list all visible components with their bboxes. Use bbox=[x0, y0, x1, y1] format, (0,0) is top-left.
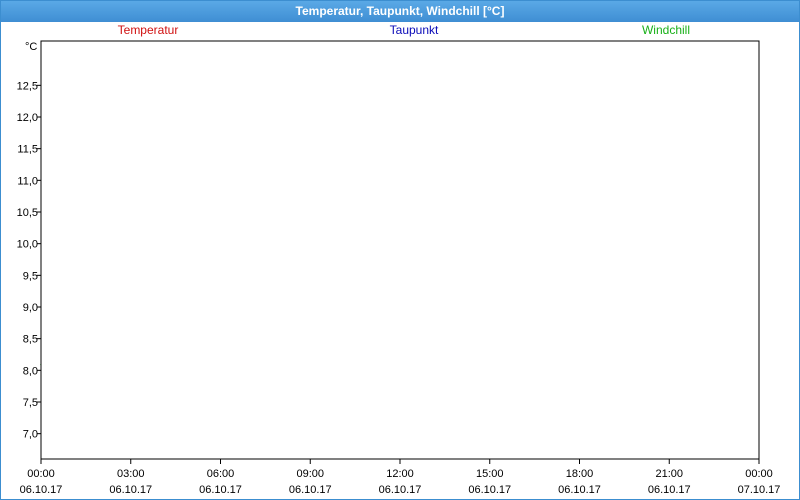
chart-axes bbox=[37, 40, 760, 464]
x-tick-date: 06.10.17 bbox=[199, 484, 242, 496]
legend-windchill: Windchill bbox=[642, 23, 690, 37]
chart-labels: 7,0 7,5 8,0 8,5 9,0 9,5 10,0 10,5 11,0 11,5 12,0 12… bbox=[17, 23, 781, 496]
y-tick-label: 7,0 bbox=[23, 429, 38, 441]
x-tick-time: 18:00 bbox=[566, 468, 594, 480]
y-tick-label: 9,0 bbox=[23, 302, 38, 314]
plot-frame bbox=[40, 40, 760, 460]
x-tick-time: 09:00 bbox=[296, 468, 324, 480]
x-tick-time: 06:00 bbox=[207, 468, 235, 480]
window-title: Temperatur, Taupunkt, Windchill [°C] bbox=[1, 1, 799, 22]
x-tick-time: 15:00 bbox=[476, 468, 504, 480]
x-tick-time: 21:00 bbox=[655, 468, 683, 480]
x-tick-date: 06.10.17 bbox=[648, 484, 691, 496]
y-tick-label: 7,5 bbox=[23, 397, 38, 409]
chart: 7,0 7,5 8,0 8,5 9,0 9,5 10,0 10,5 11,0 11,5 12,0 12… bbox=[17, 23, 781, 496]
x-tick-time: 00:00 bbox=[745, 468, 773, 480]
y-tick-label: 8,0 bbox=[23, 365, 38, 377]
x-tick-date: 07.10.17 bbox=[738, 484, 781, 496]
legend-temperatur: Temperatur bbox=[118, 23, 179, 37]
y-tick-label: 10,0 bbox=[17, 239, 38, 251]
legend-taupunkt: Taupunkt bbox=[390, 23, 439, 37]
x-tick-date: 06.10.17 bbox=[379, 484, 422, 496]
y-tick-label: 9,5 bbox=[23, 270, 38, 282]
y-tick-label: 10,5 bbox=[17, 207, 38, 219]
x-tick-date: 06.10.17 bbox=[20, 484, 63, 496]
x-tick-date: 06.10.17 bbox=[558, 484, 601, 496]
x-tick-time: 00:00 bbox=[27, 468, 55, 480]
y-tick-label: 11,5 bbox=[17, 144, 38, 156]
x-tick-date: 06.10.17 bbox=[109, 484, 152, 496]
x-tick-time: 03:00 bbox=[117, 468, 145, 480]
y-tick-label: 12,0 bbox=[17, 112, 38, 124]
x-tick-date: 06.10.17 bbox=[468, 484, 511, 496]
y-axis-label: °C bbox=[25, 41, 37, 53]
x-tick-time: 12:00 bbox=[386, 468, 414, 480]
y-tick-label: 11,0 bbox=[17, 175, 38, 187]
y-tick-label: 8,5 bbox=[23, 334, 38, 346]
x-tick-date: 06.10.17 bbox=[289, 484, 332, 496]
y-tick-label: 12,5 bbox=[17, 80, 38, 92]
